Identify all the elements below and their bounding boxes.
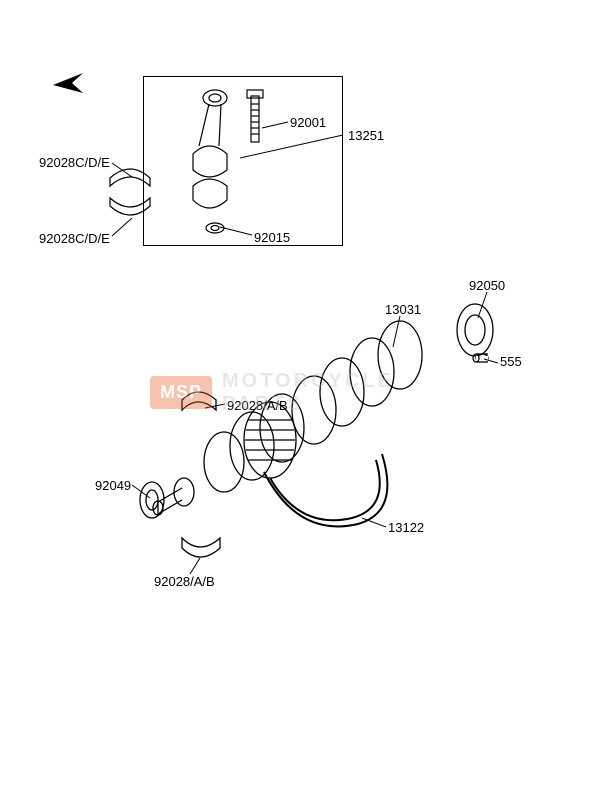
callout-92028ab-lower: 92028/A/B <box>154 574 215 589</box>
callout-92015: 92015 <box>254 230 290 245</box>
callout-13251: 13251 <box>348 128 384 143</box>
callout-92049: 92049 <box>95 478 131 493</box>
callout-92028cde-lower: 92028C/D/E <box>39 231 110 246</box>
diagram-canvas: 92028C/D/E 92028C/D/E 92001 13251 92015 … <box>0 0 600 785</box>
callout-92001: 92001 <box>290 115 326 130</box>
callout-92050: 92050 <box>469 278 505 293</box>
callout-555: 555 <box>500 354 522 369</box>
callout-13122: 13122 <box>388 520 424 535</box>
callout-92028cde-upper: 92028C/D/E <box>39 155 110 170</box>
callout-13031: 13031 <box>385 302 421 317</box>
callout-92028ab-upper: 92028/A/B <box>227 398 288 413</box>
